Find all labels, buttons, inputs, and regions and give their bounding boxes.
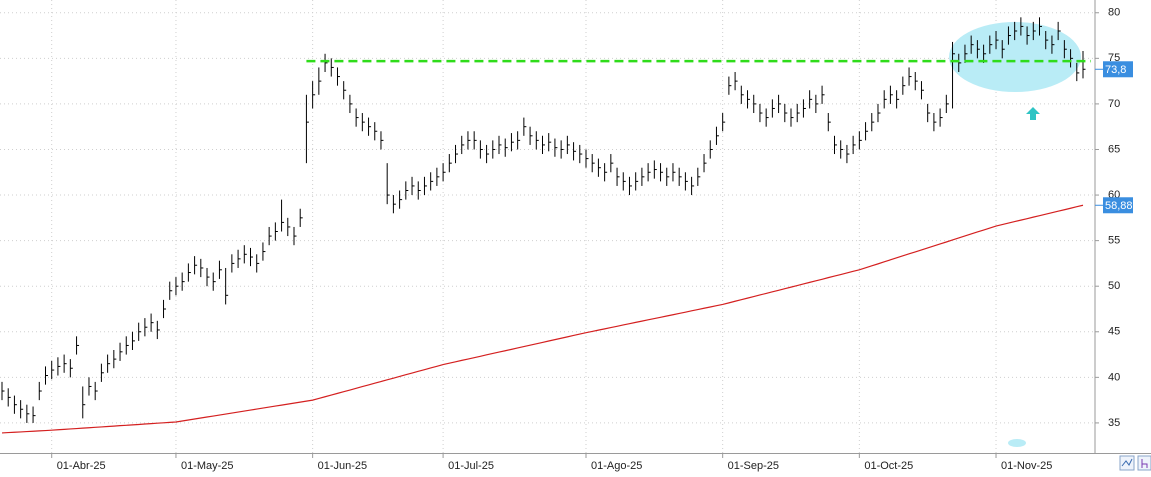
tool-button[interactable]	[1137, 455, 1151, 471]
y-tick-label: 80	[1108, 7, 1120, 19]
ma-value-label-box	[1103, 197, 1133, 214]
x-tick-label: 01-May-25	[181, 460, 234, 472]
highlight-ellipse	[949, 22, 1081, 92]
x-axis-strip	[0, 453, 1151, 477]
x-tick-label: 01-Nov-25	[1001, 460, 1052, 472]
tool-icon	[1121, 458, 1133, 467]
x-tick-label: 01-Jun-25	[318, 460, 368, 472]
y-tick-label: 65	[1108, 143, 1120, 155]
last-price-label-box	[1103, 61, 1133, 78]
y-tick-label: 55	[1108, 235, 1120, 247]
x-tick-label: 01-Jul-25	[448, 460, 494, 472]
x-tick-label: 01-Abr-25	[57, 460, 106, 472]
last-price-label: 73,8	[1105, 64, 1126, 76]
y-tick-label: 70	[1108, 98, 1120, 110]
arrow-up	[1026, 107, 1040, 120]
ma-value-label: 58,88	[1105, 200, 1133, 212]
x-tick-label: 01-Sep-25	[728, 460, 779, 472]
x-tick-label: 01-Oct-25	[864, 460, 913, 472]
highlight-marker	[1008, 439, 1026, 447]
moving-average-line	[1, 204, 1084, 434]
y-tick-label: 75	[1108, 52, 1120, 64]
y-tick-label: 45	[1108, 326, 1120, 338]
y-tick-label: 50	[1108, 280, 1120, 292]
x-tick-label: 01-Ago-25	[591, 460, 642, 472]
tool-icon	[1141, 459, 1148, 468]
grid	[0, 0, 1095, 453]
y-tick-label: 40	[1108, 371, 1120, 383]
plot	[1, 17, 1091, 434]
y-tick-label: 35	[1108, 417, 1120, 429]
